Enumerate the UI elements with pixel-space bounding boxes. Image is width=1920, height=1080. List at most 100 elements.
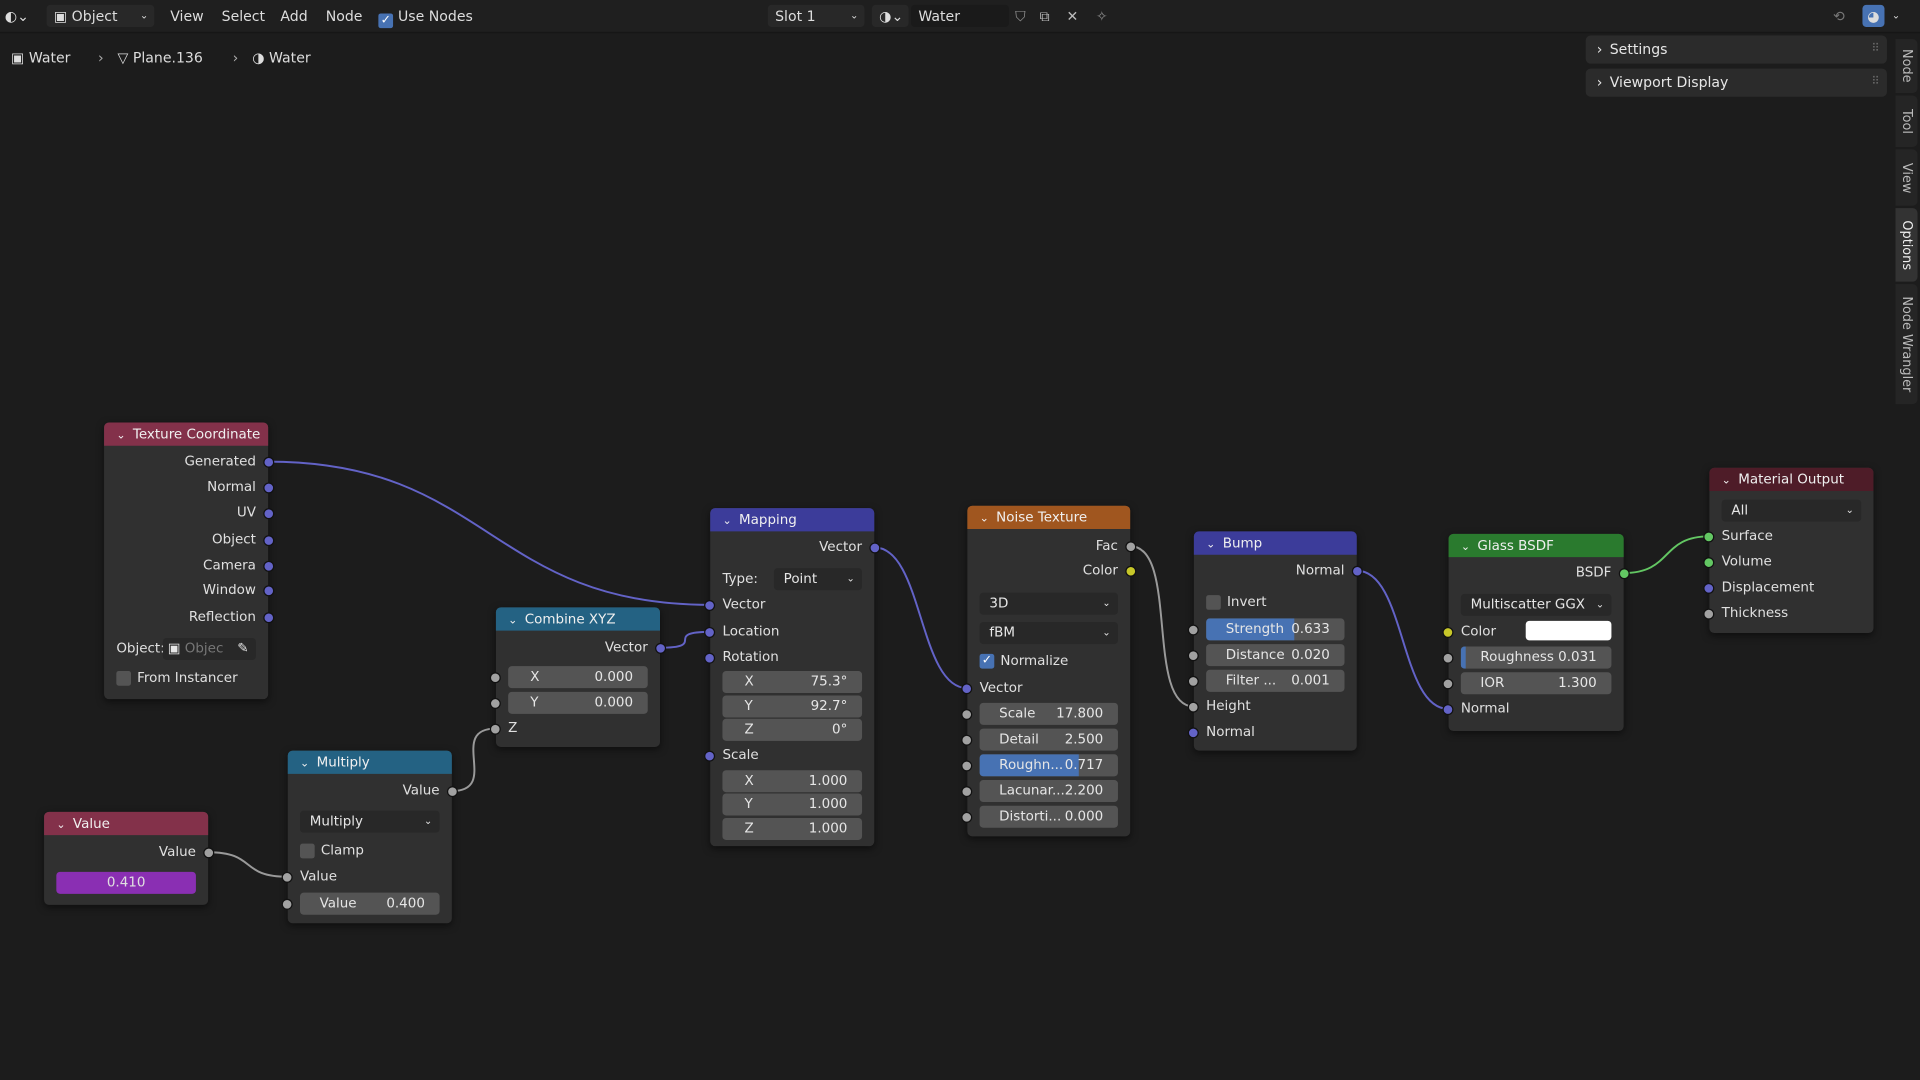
vector-socket[interactable] <box>1187 727 1199 739</box>
value-field[interactable]: X 1.000 <box>722 770 863 793</box>
object-field[interactable]: ▣ Objec ✎ <box>162 637 256 661</box>
menu-add[interactable]: Add <box>280 7 308 25</box>
value-field[interactable]: Z 1.000 <box>722 817 863 841</box>
menu-node[interactable]: Node <box>325 7 363 25</box>
value-field[interactable]: Distorti... 0.000 <box>979 805 1118 828</box>
dropdown[interactable]: All ⌄ <box>1721 499 1862 522</box>
shader-socket[interactable] <box>1703 531 1715 543</box>
vector-socket[interactable] <box>704 600 716 612</box>
float-socket[interactable] <box>1187 675 1199 687</box>
collapse-chevron-icon[interactable]: ⌄ <box>1206 538 1216 552</box>
collapse-chevron-icon[interactable]: ⌄ <box>116 429 126 443</box>
float-socket[interactable] <box>961 760 973 772</box>
dropdown[interactable]: Multiscatter GGX ⌄ <box>1460 593 1612 616</box>
value-field[interactable]: Scale 17.800 <box>979 702 1118 725</box>
value-field[interactable]: Detail 2.500 <box>979 728 1118 751</box>
vector-socket[interactable] <box>704 750 716 762</box>
shader-socket[interactable] <box>1703 557 1715 569</box>
use-nodes-checkbox[interactable]: ✓ Use Nodes <box>378 5 473 29</box>
value-field[interactable]: Z 0° <box>722 718 863 741</box>
checkbox[interactable]: ✓ <box>979 653 995 669</box>
dropdown[interactable]: Point ⌄ <box>773 568 863 591</box>
collapse-chevron-icon[interactable]: ⌄ <box>56 819 66 832</box>
drag-grip-icon[interactable]: ⠿ <box>1871 42 1880 56</box>
vector-socket[interactable] <box>263 585 275 597</box>
node-header[interactable]: ⌄ Multiply <box>287 750 452 774</box>
overlays-icon[interactable]: ◕ <box>1862 4 1885 27</box>
vector-socket[interactable] <box>961 683 973 695</box>
value-field[interactable]: Strength 0.633 <box>1206 618 1345 641</box>
value-field[interactable]: IOR 1.300 <box>1460 672 1612 695</box>
eyedropper-icon[interactable]: ✎ <box>237 640 249 657</box>
float-socket[interactable] <box>961 734 973 746</box>
tab-options[interactable]: Options <box>1895 208 1918 282</box>
vector-socket[interactable] <box>263 560 275 572</box>
vector-socket[interactable] <box>263 456 275 468</box>
collapse-chevron-icon[interactable]: ⌄ <box>300 757 310 771</box>
node-glass[interactable]: ⌄ Glass BSDF BSDF Multiscatter GGX ⌄ Color Rou… <box>1442 533 1630 732</box>
node-link-texcoord-mapping[interactable] <box>268 460 711 606</box>
node-header[interactable]: ⌄ Value <box>44 811 209 836</box>
vector-socket[interactable] <box>1703 582 1715 594</box>
value-field[interactable]: Roughn... 0.717 <box>979 754 1118 777</box>
value-field[interactable]: Lacunar... 2.200 <box>979 780 1118 803</box>
tab-node-wrangler[interactable]: Node Wrangler <box>1895 284 1918 405</box>
menu-view[interactable]: View <box>170 7 204 25</box>
dropdown[interactable]: fBM ⌄ <box>979 622 1118 645</box>
material-browse-button[interactable]: ◑⌄ <box>871 4 909 27</box>
float-socket[interactable] <box>1442 652 1454 664</box>
tab-tool[interactable]: Tool <box>1895 95 1918 147</box>
node-header[interactable]: ⌄ Mapping <box>710 508 875 532</box>
node-header[interactable]: ⌄ Material Output <box>1709 467 1874 492</box>
color-swatch[interactable] <box>1525 620 1612 641</box>
node-header[interactable]: ⌄ Bump <box>1193 531 1357 555</box>
settings-panel[interactable]: › Settings ⠿ <box>1585 35 1887 64</box>
dropdown[interactable]: 3D ⌄ <box>979 592 1118 615</box>
tab-view[interactable]: View <box>1895 149 1918 206</box>
float-socket[interactable] <box>1187 701 1199 713</box>
float-socket[interactable] <box>961 786 973 798</box>
checkbox[interactable] <box>116 671 132 686</box>
float-socket[interactable] <box>489 672 501 684</box>
menu-select[interactable]: Select <box>221 7 266 25</box>
float-socket[interactable] <box>489 723 501 735</box>
duplicate-material-icon[interactable]: ⧉ <box>1039 7 1050 25</box>
vector-socket[interactable] <box>1351 565 1363 577</box>
value-field[interactable]: 0.410 <box>56 871 196 894</box>
value-field[interactable]: Y 1.000 <box>722 793 863 816</box>
value-field[interactable]: Value 0.400 <box>300 892 440 915</box>
vector-socket[interactable] <box>704 626 716 638</box>
vector-socket[interactable] <box>263 508 275 520</box>
vector-socket[interactable] <box>1442 704 1454 716</box>
unlink-close-icon[interactable]: ✕ <box>1066 7 1079 25</box>
slot-dropdown[interactable]: Slot 1 ⌄ <box>767 4 865 27</box>
float-socket[interactable] <box>1187 650 1199 662</box>
float-socket[interactable] <box>961 811 973 823</box>
checkbox[interactable] <box>300 843 315 859</box>
collapse-chevron-icon[interactable]: ⌄ <box>722 515 732 528</box>
node-header[interactable]: ⌄ Noise Texture <box>967 505 1131 529</box>
node-link-value-multiply[interactable] <box>208 851 288 878</box>
node-mapping[interactable]: ⌄ Mapping Vector Type: Point ⌄ Vector Location R… <box>704 508 881 847</box>
dropdown[interactable]: Multiply ⌄ <box>300 810 440 833</box>
float-socket[interactable] <box>281 898 293 910</box>
value-field[interactable]: Filter ... 0.001 <box>1206 669 1345 692</box>
node-link-multiply-combine[interactable] <box>451 727 496 793</box>
value-field[interactable]: X 75.3° <box>722 671 863 694</box>
pin-icon[interactable]: ✧ <box>1095 7 1108 25</box>
float-socket[interactable] <box>1125 541 1137 553</box>
collapse-chevron-icon[interactable]: ⌄ <box>1460 541 1471 554</box>
value-field[interactable]: Distance 0.020 <box>1206 644 1345 667</box>
vector-socket[interactable] <box>869 542 881 554</box>
node-link-bump-glass[interactable] <box>1356 569 1449 710</box>
node-editor-icon[interactable]: ◐⌄ <box>4 7 29 25</box>
node-texcoord[interactable]: ⌄ Texture Coordinate Generated Normal UV Obje… <box>104 422 275 700</box>
checkbox[interactable] <box>1206 595 1221 610</box>
material-name-field[interactable]: Water <box>911 4 1009 27</box>
float-socket[interactable] <box>1187 624 1199 636</box>
overlays-dropdown-chevron-icon[interactable]: ⌄ <box>1891 9 1901 21</box>
collapse-chevron-icon[interactable]: ⌄ <box>1721 475 1731 488</box>
node-header[interactable]: ⌄ Combine XYZ <box>495 607 661 631</box>
node-link-combine-mapping[interactable] <box>659 630 711 649</box>
